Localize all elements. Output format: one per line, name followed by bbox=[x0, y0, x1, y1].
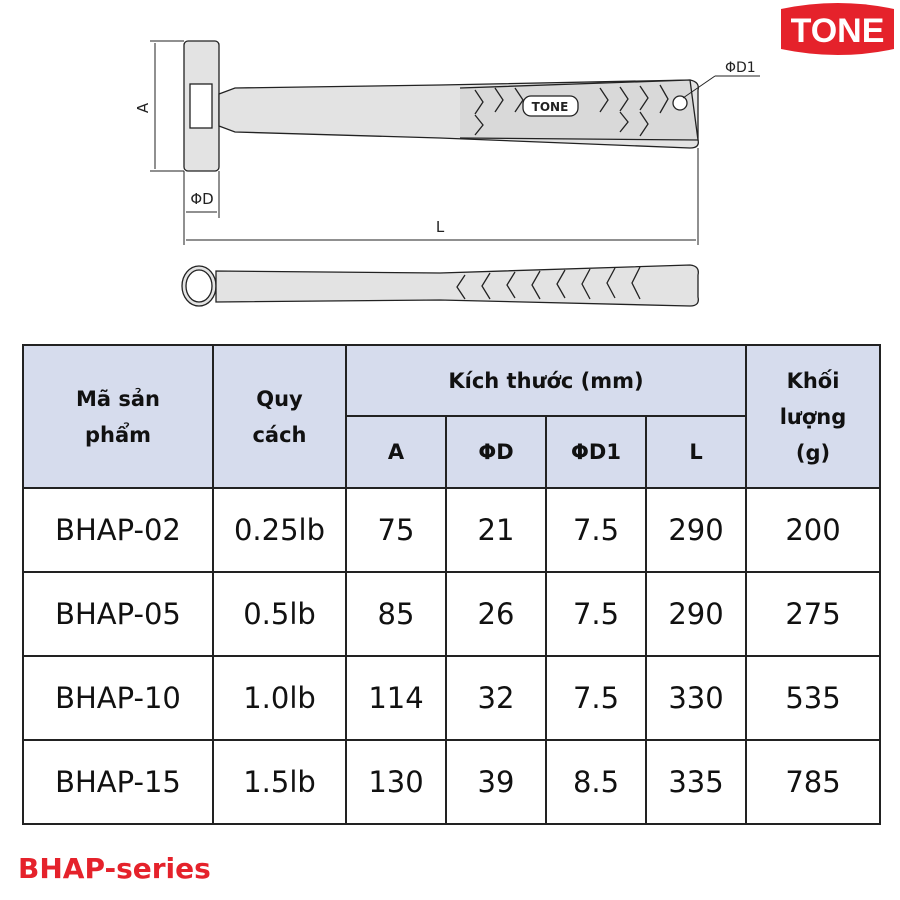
header-l: L bbox=[644, 415, 748, 489]
cell-d1: 8.5 bbox=[545, 739, 647, 825]
cell-spec: 0.25lb bbox=[212, 487, 347, 573]
tone-logo: TONE bbox=[781, 3, 894, 55]
dimension-a-label: A bbox=[134, 102, 152, 113]
hammer-drawing: A ΦD L ΦD1 TONE bbox=[134, 40, 760, 307]
handle-side-view bbox=[215, 264, 699, 307]
cell-l: 290 bbox=[644, 571, 748, 657]
header-d1: ΦD1 bbox=[545, 415, 647, 489]
cell-code: BHAP-05 bbox=[22, 571, 214, 657]
logo-text: TONE bbox=[791, 12, 885, 50]
cell-spec: 1.0lb bbox=[212, 655, 347, 741]
header-spec: Quy cách bbox=[212, 344, 347, 489]
cell-a: 130 bbox=[345, 739, 447, 825]
table-row: BHAP-02 0.25lb 75 21 7.5 290 200 bbox=[22, 487, 882, 573]
table-row: BHAP-10 1.0lb 114 32 7.5 330 535 bbox=[22, 655, 882, 741]
table-row: BHAP-05 0.5lb 85 26 7.5 290 275 bbox=[22, 571, 882, 657]
cell-l: 290 bbox=[644, 487, 748, 573]
dimension-d1-label: ΦD1 bbox=[725, 60, 756, 76]
cell-d1: 7.5 bbox=[545, 655, 647, 741]
cell-d1: 7.5 bbox=[545, 571, 647, 657]
series-title: BHAP-series bbox=[18, 852, 211, 885]
cell-code: BHAP-10 bbox=[22, 655, 214, 741]
cell-a: 114 bbox=[345, 655, 447, 741]
cell-d: 26 bbox=[445, 571, 547, 657]
cell-a: 75 bbox=[345, 487, 447, 573]
handle-logo-badge bbox=[522, 95, 579, 117]
cell-weight: 535 bbox=[745, 655, 882, 741]
cell-d1: 7.5 bbox=[545, 487, 647, 573]
cell-code: BHAP-02 bbox=[22, 487, 214, 573]
header-size-group: Kích thước (mm) bbox=[344, 344, 748, 417]
dimension-l-label: L bbox=[436, 218, 445, 236]
cell-weight: 275 bbox=[745, 571, 882, 657]
handle-logo-text: TONE bbox=[532, 100, 569, 114]
cell-d: 32 bbox=[445, 655, 547, 741]
cell-d: 39 bbox=[445, 739, 547, 825]
dimension-d-label: ΦD bbox=[190, 190, 213, 208]
cell-l: 335 bbox=[644, 739, 748, 825]
header-d: ΦD bbox=[445, 415, 547, 489]
header-code: Mã sản phẩm bbox=[22, 344, 214, 489]
cell-weight: 785 bbox=[745, 739, 882, 825]
cell-spec: 1.5lb bbox=[212, 739, 347, 825]
cell-a: 85 bbox=[345, 571, 447, 657]
cell-l: 330 bbox=[644, 655, 748, 741]
cell-weight: 200 bbox=[745, 487, 882, 573]
header-weight: Khối lượng (g) bbox=[745, 344, 882, 489]
cell-code: BHAP-15 bbox=[22, 739, 214, 825]
header-a: A bbox=[345, 415, 447, 489]
spec-table: Mã sản phẩm Quy cách Kích thước (mm) Khố… bbox=[22, 344, 882, 825]
lanyard-hole bbox=[672, 95, 688, 111]
table-row: BHAP-15 1.5lb 130 39 8.5 335 785 bbox=[22, 739, 882, 825]
cell-spec: 0.5lb bbox=[212, 571, 347, 657]
cell-d: 21 bbox=[445, 487, 547, 573]
